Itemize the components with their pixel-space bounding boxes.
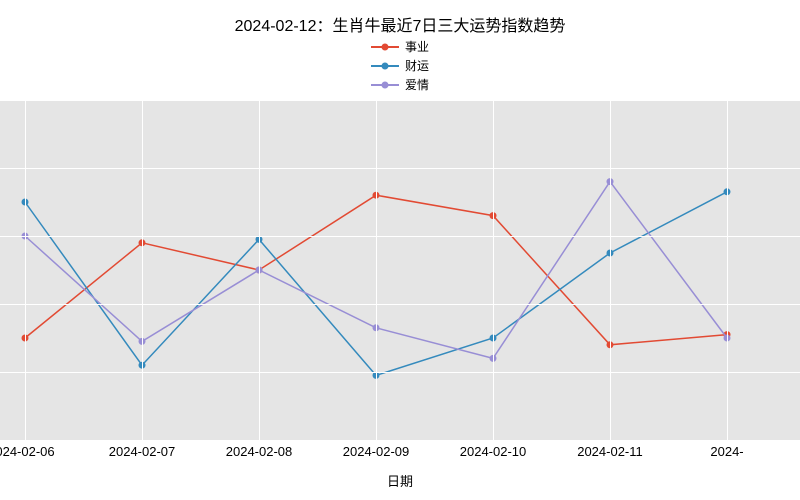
grid-line-v — [25, 100, 26, 440]
legend-line — [371, 46, 399, 48]
legend-marker — [381, 62, 388, 69]
grid-line-v — [376, 100, 377, 440]
grid-line-v — [727, 100, 728, 440]
grid-line-h — [0, 440, 800, 441]
grid-line-v — [142, 100, 143, 440]
grid-line-v — [610, 100, 611, 440]
x-tick-label: 2024-02-07 — [109, 444, 176, 459]
x-tick-label: 2024-02-11 — [577, 444, 643, 459]
legend-item: 财运 — [371, 57, 429, 74]
grid-line-h — [0, 304, 800, 305]
chart-title: 2024-02-12：生肖牛最近7日三大运势指数趋势 — [0, 0, 800, 36]
grid-line-v — [493, 100, 494, 440]
legend-marker — [381, 43, 388, 50]
grid-line-h — [0, 372, 800, 373]
grid-line-v — [259, 100, 260, 440]
legend: 事业财运爱情 — [371, 38, 429, 93]
legend-label: 财运 — [405, 57, 429, 74]
grid-line-h — [0, 236, 800, 237]
chart-svg — [0, 100, 800, 440]
legend-line — [371, 84, 399, 86]
plot-area — [0, 100, 800, 440]
x-tick-label: 2024-02-08 — [226, 444, 293, 459]
x-tick-label: 024-02-06 — [0, 444, 55, 459]
grid-line-h — [0, 100, 800, 101]
x-tick-label: 2024- — [710, 444, 743, 459]
x-tick-label: 2024-02-10 — [460, 444, 527, 459]
x-tick-label: 2024-02-09 — [343, 444, 410, 459]
legend-label: 爱情 — [405, 76, 429, 93]
legend-marker — [381, 81, 388, 88]
legend-line — [371, 65, 399, 67]
grid-line-h — [0, 168, 800, 169]
legend-label: 事业 — [405, 38, 429, 55]
legend-item: 爱情 — [371, 76, 429, 93]
x-axis-label: 日期 — [387, 471, 413, 490]
legend-item: 事业 — [371, 38, 429, 55]
